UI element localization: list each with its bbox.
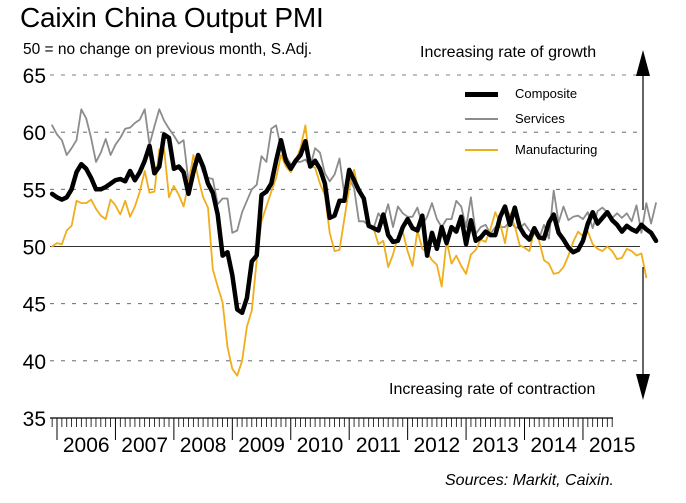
x-tick-label: 2011 — [356, 434, 401, 457]
source-note: Sources: Markit, Caixin. — [445, 472, 614, 489]
direction-arrows — [636, 50, 650, 400]
legend-item-composite: Composite — [465, 86, 665, 104]
legend-swatch-composite — [465, 92, 498, 97]
series-line-manufacturing — [51, 124, 648, 377]
y-tick-label: 50 — [23, 237, 46, 260]
x-tick-label: 2014 — [530, 434, 577, 457]
y-tick-label: 35 — [23, 408, 46, 431]
legend-label-manufacturing: Manufacturing — [515, 142, 598, 157]
x-tick-label: 2013 — [472, 434, 519, 457]
growth-arrow-head-icon — [636, 50, 650, 76]
x-tick-label: 2010 — [297, 434, 344, 457]
y-tick-label: 40 — [23, 351, 46, 374]
y-axis: 35 40 45 50 55 60 65 — [23, 65, 46, 431]
y-tick-label: 65 — [23, 65, 46, 88]
series-lines — [49, 108, 659, 377]
contraction-arrow-head-icon — [636, 374, 650, 400]
legend-swatch-services — [465, 118, 498, 120]
x-tick-label: 2006 — [63, 434, 110, 457]
x-tick-label: 2009 — [238, 434, 285, 457]
chart-subtitle: 50 = no change on previous month, S.Adj. — [23, 41, 313, 58]
series-line-composite — [49, 132, 659, 316]
legend-label-composite: Composite — [515, 86, 578, 101]
y-tick-label: 60 — [23, 122, 46, 145]
legend-item-manufacturing: Manufacturing — [465, 142, 665, 160]
gridlines — [50, 74, 640, 362]
x-tick-label: 2007 — [121, 434, 168, 457]
legend-swatch-manufacturing — [465, 149, 498, 151]
y-tick-label: 45 — [23, 294, 46, 317]
y-tick-label: 55 — [23, 179, 46, 202]
annotation-contraction: Increasing rate of contraction — [389, 381, 596, 398]
x-tick-label: 2008 — [180, 434, 227, 457]
series-line-services — [51, 108, 657, 240]
legend-label-services: Services — [515, 111, 565, 126]
annotation-growth: Increasing rate of growth — [420, 44, 597, 61]
x-tick-label: 2015 — [589, 434, 636, 457]
chart-title: Caixin China Output PMI — [20, 2, 324, 33]
legend-item-services: Services — [465, 111, 665, 129]
x-tick-label: 2012 — [414, 434, 461, 457]
x-axis: 2006 2007 2008 2009 2010 2011 2012 2013 2014 2015 — [50, 417, 636, 457]
